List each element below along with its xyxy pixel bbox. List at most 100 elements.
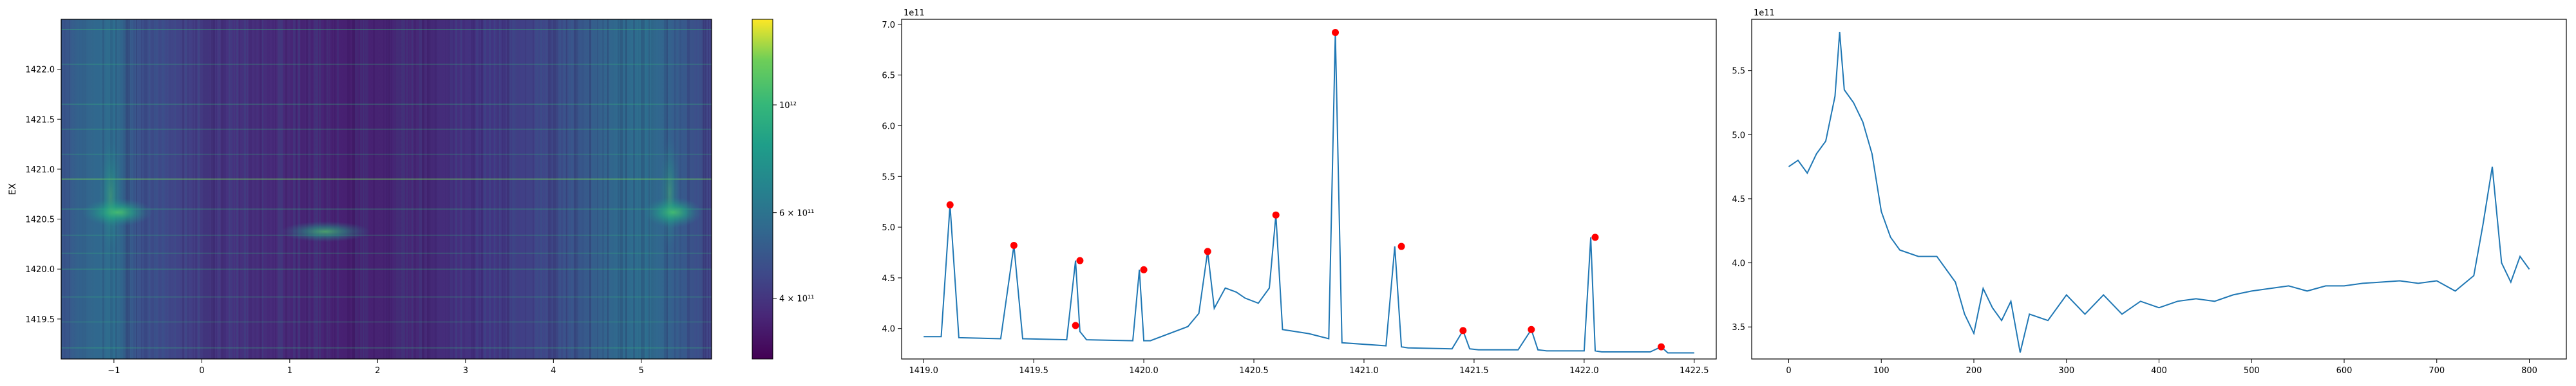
heatmap-band <box>249 19 252 359</box>
heatmap-band <box>303 19 305 359</box>
heatmap-band <box>360 19 362 359</box>
x-tick-label: 3 <box>463 366 468 376</box>
y-tick-label: 5.5 <box>1732 67 1745 77</box>
peak-marker <box>1140 266 1148 273</box>
heatmap-band <box>623 19 625 359</box>
heatmap-band <box>628 19 630 359</box>
heatmap-band <box>499 19 500 359</box>
x-tick-label: 0 <box>199 366 204 376</box>
heatmap-band <box>533 19 534 359</box>
heatmap-band <box>92 19 93 359</box>
heatmap-band <box>630 19 632 359</box>
heatmap-band <box>540 19 542 359</box>
heatmap-band <box>314 19 316 359</box>
heatmap-band <box>90 19 91 359</box>
heatmap-band <box>419 19 422 359</box>
heatmap-band <box>260 19 261 359</box>
heatmap-band <box>247 19 248 359</box>
heatmap-band <box>427 19 430 359</box>
y-tick-label: 5.5 <box>882 172 895 182</box>
heatmap-band <box>79 19 82 359</box>
x-tick-label: 4 <box>551 366 556 376</box>
heatmap-band <box>316 19 318 359</box>
x-tick-label: 1419.5 <box>1019 366 1048 376</box>
y-tick-label: 3.5 <box>1732 323 1745 333</box>
heatmap-band <box>175 19 176 359</box>
peaks-frame <box>901 19 1717 360</box>
heatmap-band <box>486 19 489 359</box>
x-tick-label: 600 <box>2336 366 2353 376</box>
heatmap-band <box>278 19 280 359</box>
heatmap-band <box>569 19 570 359</box>
heatmap-band <box>236 19 238 359</box>
heatmap-band <box>154 19 156 359</box>
heatmap-band <box>579 19 582 359</box>
heatmap-band <box>497 19 499 359</box>
heatmap-band <box>414 19 416 359</box>
heatmap-band <box>612 19 614 359</box>
heatmap-band <box>254 19 256 359</box>
heatmap-band <box>352 19 355 359</box>
series-x-axis: 0 100 200 300 400 500 600 700 800 <box>1786 359 2537 376</box>
heatmap-band <box>566 19 567 359</box>
heatmap-band <box>123 19 126 359</box>
heatmap-band <box>589 19 591 359</box>
heatmap-band <box>242 19 244 359</box>
heatmap-band <box>272 19 274 359</box>
heatmap-band <box>239 19 240 359</box>
heatmap-band <box>450 19 453 359</box>
heatmap-band <box>710 19 712 359</box>
heatmap-band <box>231 19 232 359</box>
heatmap-band <box>205 19 208 359</box>
heatmap-band <box>388 19 390 359</box>
y-tick-label: 1420.0 <box>26 265 55 275</box>
heatmap-band <box>489 19 491 359</box>
peak-marker <box>1204 248 1211 255</box>
heatmap-band <box>543 19 544 359</box>
heatmap-band <box>548 19 551 359</box>
heatmap-band <box>517 19 519 359</box>
heatmap-band <box>283 19 284 359</box>
heatmap-band <box>182 19 184 359</box>
heatmap-band <box>576 19 578 359</box>
heatmap-band <box>293 19 296 359</box>
heatmap-band <box>223 19 226 359</box>
heatmap-band <box>582 19 584 359</box>
heatmap-band <box>136 19 137 359</box>
heatmap-band <box>651 19 654 359</box>
peak-marker <box>1528 326 1535 333</box>
x-tick-label: 1420.0 <box>1129 366 1159 376</box>
heatmap-band <box>633 19 635 359</box>
x-tick-label: −1 <box>108 366 120 376</box>
heatmap-band <box>445 19 446 359</box>
heatmap-image <box>61 19 712 359</box>
heatmap-band <box>409 19 410 359</box>
heatmap-band <box>280 19 283 359</box>
heatmap-band <box>466 19 467 359</box>
heatmap-band <box>321 19 323 359</box>
heatmap-band <box>64 19 66 359</box>
heatmap-band <box>337 19 339 359</box>
heatmap-band <box>478 19 480 359</box>
peak-marker <box>1272 211 1280 219</box>
peaks-y-axis: 4.0 4.5 5.0 5.5 6.0 6.5 7.0 <box>882 21 902 335</box>
x-tick-label: 700 <box>2429 366 2445 376</box>
heatmap-band <box>301 19 303 359</box>
heatmap-band <box>357 19 359 359</box>
heatmap-band <box>399 19 401 359</box>
heatmap-band <box>708 19 709 359</box>
heatmap-band <box>404 19 405 359</box>
heatmap-panel: −1 0 1 2 3 4 5 1419.51420.01420.51421.01421.51… <box>8 19 814 376</box>
heatmap-band <box>69 19 70 359</box>
heatmap-band <box>530 19 532 359</box>
heatmap-band <box>620 19 623 359</box>
heatmap-band <box>185 19 187 359</box>
heatmap-band <box>396 19 399 359</box>
heatmap-band <box>574 19 576 359</box>
y-tick-label: 6.0 <box>882 122 895 131</box>
peak-marker <box>1332 28 1340 36</box>
y-tick-label: 4.0 <box>1732 259 1745 269</box>
heatmap-band <box>509 19 511 359</box>
heatmap-band <box>156 19 158 359</box>
x-tick-label: 1 <box>287 366 292 376</box>
